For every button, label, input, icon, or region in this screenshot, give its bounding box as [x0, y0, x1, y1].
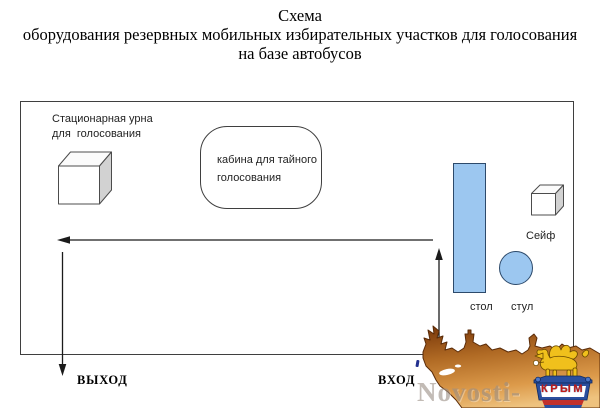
voting-booth: кабина для тайного голосования — [200, 126, 322, 209]
booth-label-line1: кабина для тайного — [217, 154, 317, 166]
title-line3: на базе автобусов — [238, 44, 362, 63]
exit-label: ВЫХОД — [77, 373, 128, 387]
entrance-label: ВХОД — [378, 373, 416, 387]
ballot-box-label-line1: Стационарная урна — [52, 113, 153, 125]
table-shape — [453, 163, 486, 293]
ballot-box-icon — [58, 151, 112, 205]
chair-shape — [499, 251, 533, 285]
badge-text: КРЫМ — [541, 383, 585, 395]
ballot-box-label: Стационарная урна для голосования — [52, 112, 153, 142]
crimea-badge — [533, 375, 593, 408]
safe-label: Сейф — [526, 230, 556, 242]
title-line1: Схема — [278, 6, 322, 25]
watermark-site-text: Novosti- — [417, 377, 521, 407]
page-title: Схема оборудования резервных мобильных и… — [0, 6, 600, 63]
ballot-box-label-line2: для голосования — [52, 128, 141, 140]
bus-outline — [20, 101, 574, 355]
table-label: стол — [470, 301, 493, 313]
title-line2: оборудования резервных мобильных избират… — [22, 25, 578, 44]
safe-icon — [531, 184, 564, 216]
booth-label-line2: голосования — [217, 172, 282, 184]
chair-label: стул — [511, 301, 534, 313]
blue-mark — [415, 359, 420, 368]
